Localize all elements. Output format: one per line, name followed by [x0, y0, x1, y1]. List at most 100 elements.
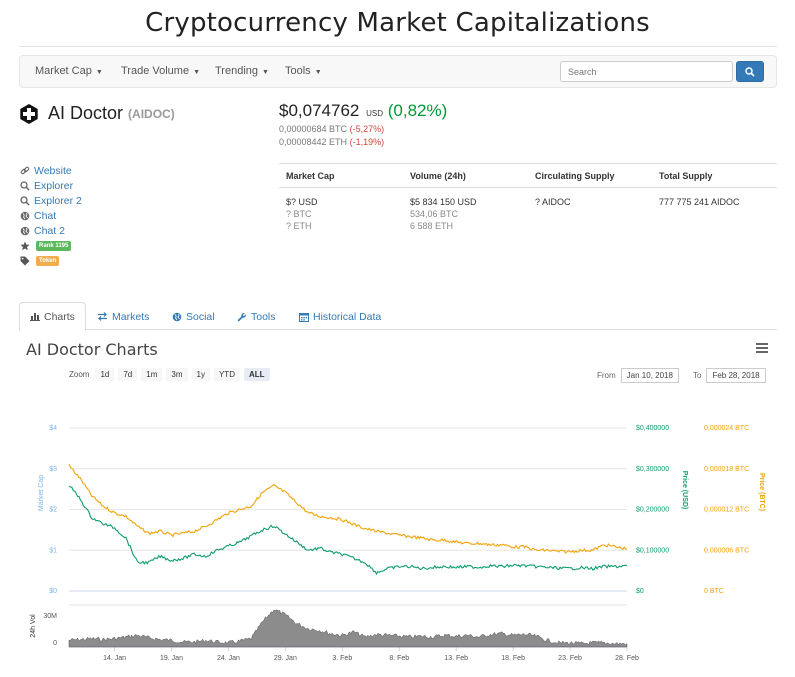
search-icon	[19, 195, 31, 206]
volume-tick-label: 0	[53, 640, 57, 647]
tab-charts[interactable]: Charts	[19, 302, 86, 331]
zoom-3m-button[interactable]: 3m	[166, 368, 188, 381]
explorer-2-link[interactable]: Explorer 2	[34, 194, 82, 207]
price-eth-change: (-1,19%)	[349, 137, 385, 147]
title-divider	[19, 46, 777, 47]
btc-tick-label: 0,000012 BTC	[704, 507, 749, 514]
market-cap-cell: $? USD ? BTC ? ETH	[279, 197, 403, 233]
zoom-7d-button[interactable]: 7d	[118, 368, 138, 381]
range-from-input[interactable]: Jan 10, 2018	[620, 368, 679, 383]
nav-tools[interactable]: Tools ▼	[285, 65, 322, 77]
zoom-1m-button[interactable]: 1m	[141, 368, 163, 381]
zoom-controls: Zoom 1d 7d 1m 3m 1y YTD ALL	[69, 368, 270, 381]
tab-label: Markets	[112, 310, 150, 323]
nav-label: Market Cap	[35, 65, 92, 77]
site-title: Cryptocurrency Market Capitalizations	[145, 8, 650, 38]
x-tick-label: 8. Feb	[389, 655, 409, 662]
zoom-all-button[interactable]: ALL	[243, 368, 270, 381]
market-cap-eth: ? ETH	[286, 221, 312, 231]
x-tick-label: 24. Jan	[217, 655, 240, 662]
coin-links: Website Explorer Explorer 2 Chat Chat 2 …	[19, 163, 82, 268]
price-usd-axis-title: Price (USD)	[681, 471, 688, 510]
total-supply: 777 775 241 AIDOC	[659, 197, 740, 207]
x-tick-label: 23. Feb	[558, 655, 582, 662]
token-badge: Token	[36, 255, 60, 266]
market-cap-tick-label: $0	[49, 588, 57, 595]
nav-label: Trending	[215, 65, 259, 77]
coin-logo-icon	[20, 103, 38, 124]
usd-tick-label: $0,200000	[636, 507, 669, 514]
price-usd-unit: USD	[366, 109, 383, 118]
stats-header-total: Total Supply	[659, 170, 713, 181]
price-btc: 0,00000684 BTC	[279, 124, 348, 134]
zoom-label: Zoom	[69, 370, 90, 379]
price-btc-series	[68, 463, 628, 554]
tab-tools[interactable]: Tools	[227, 302, 286, 331]
price-usd-change: (0,82%)	[387, 101, 448, 120]
zoom-1y-button[interactable]: 1y	[191, 368, 210, 381]
market-cap-tick-label: $4	[49, 425, 57, 432]
exchange-icon	[97, 312, 108, 321]
usd-tick-label: $0,400000	[636, 425, 669, 432]
wrench-icon	[237, 312, 247, 322]
x-tick-label: 3. Feb	[332, 655, 352, 662]
chat-link[interactable]: Chat	[34, 209, 57, 222]
caret-down-icon: ▼	[193, 69, 201, 76]
stats-header-market-cap: Market Cap	[286, 170, 335, 181]
circulating-cell: ? AIDOC	[528, 197, 652, 233]
search-icon	[19, 180, 31, 191]
volume-usd: $5 834 150 USD	[410, 197, 477, 207]
caret-down-icon: ▼	[262, 69, 269, 76]
coin-tabs: Charts Markets Social Tools Historical D…	[19, 302, 777, 331]
stats-header-row: Market Cap Volume (24h) Circulating Supp…	[279, 164, 777, 188]
charts-title: AI Doctor Charts	[26, 340, 158, 359]
market-cap-axis-title: Market Cap	[38, 475, 45, 511]
stats-header-circulating: Circulating Supply	[535, 170, 615, 181]
coin-name: AI Doctor	[48, 103, 124, 123]
usd-tick-label: $0	[636, 588, 644, 595]
tab-markets[interactable]: Markets	[87, 302, 159, 331]
tab-label: Charts	[44, 310, 75, 323]
explorer-link[interactable]: Explorer	[34, 179, 74, 192]
range-from: From Jan 10, 2018	[597, 368, 679, 383]
zoom-1d-button[interactable]: 1d	[95, 368, 115, 381]
price-usd-series	[68, 485, 628, 576]
x-tick-label: 19. Jan	[160, 655, 183, 662]
x-tick-label: 29. Jan	[274, 655, 297, 662]
volume-tick-label: 30M	[43, 613, 57, 620]
tab-historical-data[interactable]: Historical Data	[289, 302, 391, 331]
volume-eth: 6 588 ETH	[410, 221, 454, 231]
price-block: $0,074762 USD (0,82%) 0,00000684 BTC (-5…	[279, 101, 447, 147]
price-btc-axis-title: Price (BTC)	[758, 473, 765, 511]
nav-market-cap[interactable]: Market Cap ▼	[35, 65, 103, 77]
tag-icon	[19, 255, 31, 266]
search-button[interactable]	[736, 61, 764, 82]
range-to: To Feb 28, 2018	[693, 368, 766, 383]
nav-label: Tools	[285, 65, 311, 77]
website-link[interactable]: Website	[34, 164, 72, 177]
coin-header: AI Doctor (AIDOC)	[19, 103, 175, 124]
search-input[interactable]	[560, 61, 733, 82]
nav-trending[interactable]: Trending ▼	[215, 65, 269, 77]
volume-series	[68, 609, 628, 648]
stats-header-volume: Volume (24h)	[410, 170, 466, 181]
volume-cell: $5 834 150 USD 534,06 BTC 6 588 ETH	[403, 197, 528, 233]
range-to-input[interactable]: Feb 28, 2018	[706, 368, 766, 383]
tab-label: Social	[186, 310, 215, 323]
nav-label: Trade Volume	[121, 65, 190, 77]
x-tick-label: 18. Feb	[501, 655, 525, 662]
market-cap-tick-label: $3	[49, 466, 57, 473]
hamburger-menu-icon[interactable]	[756, 343, 768, 353]
nav-trade-volume[interactable]: Trade Volume ▼	[121, 65, 200, 77]
btc-tick-label: 0,000018 BTC	[704, 466, 749, 473]
chat-2-link[interactable]: Chat 2	[34, 224, 65, 237]
circulating-supply: ? AIDOC	[535, 197, 571, 207]
volume-btc: 534,06 BTC	[410, 209, 459, 219]
zoom-ytd-button[interactable]: YTD	[213, 368, 240, 381]
btc-tick-label: 0,000024 BTC	[704, 425, 749, 432]
caret-down-icon: ▼	[95, 69, 103, 76]
tab-social[interactable]: Social	[162, 302, 225, 331]
stats-table: Market Cap Volume (24h) Circulating Supp…	[279, 163, 777, 233]
globe-icon	[19, 225, 31, 236]
